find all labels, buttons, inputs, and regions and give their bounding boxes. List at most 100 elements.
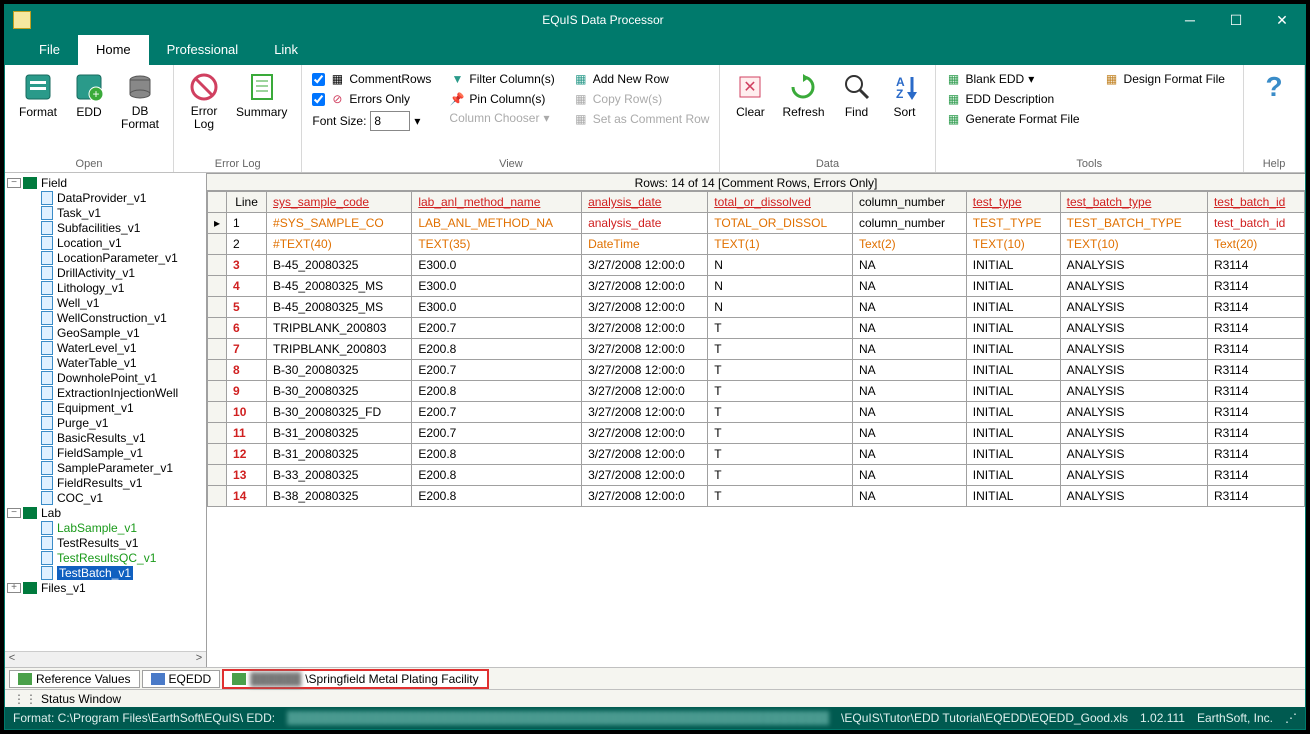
tree-node[interactable]: Equipment_v1 bbox=[7, 400, 206, 415]
table-cell[interactable]: 6 bbox=[227, 318, 267, 339]
table-cell[interactable]: #TEXT(40) bbox=[267, 234, 412, 255]
table-cell[interactable]: T bbox=[708, 486, 853, 507]
table-cell[interactable]: INITIAL bbox=[966, 465, 1060, 486]
tree-node[interactable]: SampleParameter_v1 bbox=[7, 460, 206, 475]
filter-columns-button[interactable]: ▼Filter Column(s) bbox=[449, 69, 554, 89]
pin-columns-button[interactable]: 📌Pin Column(s) bbox=[449, 89, 554, 109]
refresh-button[interactable]: Refresh bbox=[778, 69, 828, 121]
table-cell[interactable]: R3114 bbox=[1207, 381, 1304, 402]
table-cell[interactable]: E200.8 bbox=[412, 465, 582, 486]
column-header[interactable]: test_type bbox=[966, 192, 1060, 213]
table-cell[interactable]: 3/27/2008 12:00:0 bbox=[582, 318, 708, 339]
errors-only-check[interactable]: ⊘Errors Only bbox=[312, 89, 431, 109]
table-cell[interactable]: INITIAL bbox=[966, 255, 1060, 276]
table-cell[interactable]: N bbox=[708, 297, 853, 318]
table-cell[interactable]: NA bbox=[852, 402, 966, 423]
tab-eqedd[interactable]: EQEDD bbox=[142, 670, 221, 688]
table-cell[interactable]: N bbox=[708, 276, 853, 297]
table-cell[interactable]: ANALYSIS bbox=[1060, 339, 1207, 360]
table-row[interactable]: 11B-31_20080325E200.73/27/2008 12:00:0TN… bbox=[208, 423, 1305, 444]
edd-description-button[interactable]: ▦EDD Description bbox=[946, 89, 1080, 109]
table-cell[interactable]: 3/27/2008 12:00:0 bbox=[582, 339, 708, 360]
clear-button[interactable]: ✕Clear bbox=[730, 69, 770, 121]
table-cell[interactable]: ANALYSIS bbox=[1060, 486, 1207, 507]
table-cell[interactable]: TEST_BATCH_TYPE bbox=[1060, 213, 1207, 234]
table-cell[interactable]: B-30_20080325 bbox=[267, 381, 412, 402]
find-button[interactable]: Find bbox=[837, 69, 877, 121]
table-cell[interactable]: 11 bbox=[227, 423, 267, 444]
table-cell[interactable]: DateTime bbox=[582, 234, 708, 255]
table-cell[interactable]: R3114 bbox=[1207, 402, 1304, 423]
tree[interactable]: −FieldDataProvider_v1Task_v1Subfacilitie… bbox=[5, 173, 206, 651]
table-cell[interactable]: analysis_date bbox=[582, 213, 708, 234]
table-cell[interactable]: R3114 bbox=[1207, 297, 1304, 318]
tree-node[interactable]: COC_v1 bbox=[7, 490, 206, 505]
table-cell[interactable]: NA bbox=[852, 465, 966, 486]
tree-node[interactable]: Subfacilities_v1 bbox=[7, 220, 206, 235]
tree-node[interactable]: WaterLevel_v1 bbox=[7, 340, 206, 355]
tree-node[interactable]: Well_v1 bbox=[7, 295, 206, 310]
table-cell[interactable]: 3 bbox=[227, 255, 267, 276]
comment-rows-check[interactable]: ▦CommentRows bbox=[312, 69, 431, 89]
table-cell[interactable]: ANALYSIS bbox=[1060, 276, 1207, 297]
table-cell[interactable]: T bbox=[708, 360, 853, 381]
table-cell[interactable]: NA bbox=[852, 444, 966, 465]
tree-node[interactable]: DownholePoint_v1 bbox=[7, 370, 206, 385]
table-cell[interactable]: NA bbox=[852, 339, 966, 360]
table-row[interactable]: 6TRIPBLANK_200803E200.73/27/2008 12:00:0… bbox=[208, 318, 1305, 339]
table-cell[interactable]: B-33_20080325 bbox=[267, 465, 412, 486]
tree-node[interactable]: Lithology_v1 bbox=[7, 280, 206, 295]
table-cell[interactable]: T bbox=[708, 318, 853, 339]
expand-icon[interactable]: + bbox=[7, 583, 21, 593]
tree-node[interactable]: BasicResults_v1 bbox=[7, 430, 206, 445]
table-cell[interactable]: 3/27/2008 12:00:0 bbox=[582, 276, 708, 297]
table-cell[interactable]: 3/27/2008 12:00:0 bbox=[582, 360, 708, 381]
table-cell[interactable]: T bbox=[708, 339, 853, 360]
table-cell[interactable]: T bbox=[708, 423, 853, 444]
table-cell[interactable]: ANALYSIS bbox=[1060, 381, 1207, 402]
table-cell[interactable]: E200.7 bbox=[412, 423, 582, 444]
column-header[interactable]: test_batch_type bbox=[1060, 192, 1207, 213]
table-cell[interactable]: E200.8 bbox=[412, 339, 582, 360]
resize-grip-icon[interactable]: ⋰ bbox=[1285, 711, 1297, 725]
table-cell[interactable]: 4 bbox=[227, 276, 267, 297]
summary-button[interactable]: Summary bbox=[232, 69, 291, 121]
table-cell[interactable]: #SYS_SAMPLE_CO bbox=[267, 213, 412, 234]
tab-professional[interactable]: Professional bbox=[149, 35, 257, 65]
tree-node[interactable]: ExtractionInjectionWell bbox=[7, 385, 206, 400]
column-header[interactable]: analysis_date bbox=[582, 192, 708, 213]
data-grid[interactable]: Linesys_sample_codelab_anl_method_namean… bbox=[207, 191, 1305, 667]
table-cell[interactable]: ANALYSIS bbox=[1060, 360, 1207, 381]
table-cell[interactable]: N bbox=[708, 255, 853, 276]
table-cell[interactable]: T bbox=[708, 444, 853, 465]
table-cell[interactable]: TRIPBLANK_200803 bbox=[267, 339, 412, 360]
table-cell[interactable]: TEXT(35) bbox=[412, 234, 582, 255]
table-row[interactable]: 10B-30_20080325_FDE200.73/27/2008 12:00:… bbox=[208, 402, 1305, 423]
tree-node[interactable]: WaterTable_v1 bbox=[7, 355, 206, 370]
table-cell[interactable]: INITIAL bbox=[966, 444, 1060, 465]
table-cell[interactable]: E200.8 bbox=[412, 486, 582, 507]
table-cell[interactable]: T bbox=[708, 381, 853, 402]
sort-button[interactable]: AZSort bbox=[885, 69, 925, 121]
close-button[interactable]: ✕ bbox=[1259, 5, 1305, 35]
table-cell[interactable]: 3/27/2008 12:00:0 bbox=[582, 486, 708, 507]
tree-node[interactable]: −Lab bbox=[7, 505, 206, 520]
table-cell[interactable]: E200.8 bbox=[412, 381, 582, 402]
tree-node[interactable]: TestResultsQC_v1 bbox=[7, 550, 206, 565]
table-cell[interactable]: 10 bbox=[227, 402, 267, 423]
table-cell[interactable]: INITIAL bbox=[966, 339, 1060, 360]
table-cell[interactable]: 9 bbox=[227, 381, 267, 402]
table-cell[interactable]: E300.0 bbox=[412, 297, 582, 318]
tree-node[interactable]: −Field bbox=[7, 175, 206, 190]
tab-link[interactable]: Link bbox=[256, 35, 316, 65]
table-row[interactable]: ▸1#SYS_SAMPLE_COLAB_ANL_METHOD_NAanalysi… bbox=[208, 213, 1305, 234]
generate-format-button[interactable]: ▦Generate Format File bbox=[946, 109, 1080, 129]
tree-node[interactable]: LocationParameter_v1 bbox=[7, 250, 206, 265]
tree-node[interactable]: WellConstruction_v1 bbox=[7, 310, 206, 325]
table-cell[interactable]: ANALYSIS bbox=[1060, 297, 1207, 318]
table-cell[interactable]: R3114 bbox=[1207, 339, 1304, 360]
font-size-input[interactable] bbox=[370, 111, 410, 131]
table-cell[interactable]: E200.8 bbox=[412, 444, 582, 465]
table-cell[interactable]: R3114 bbox=[1207, 444, 1304, 465]
table-cell[interactable]: E200.7 bbox=[412, 360, 582, 381]
